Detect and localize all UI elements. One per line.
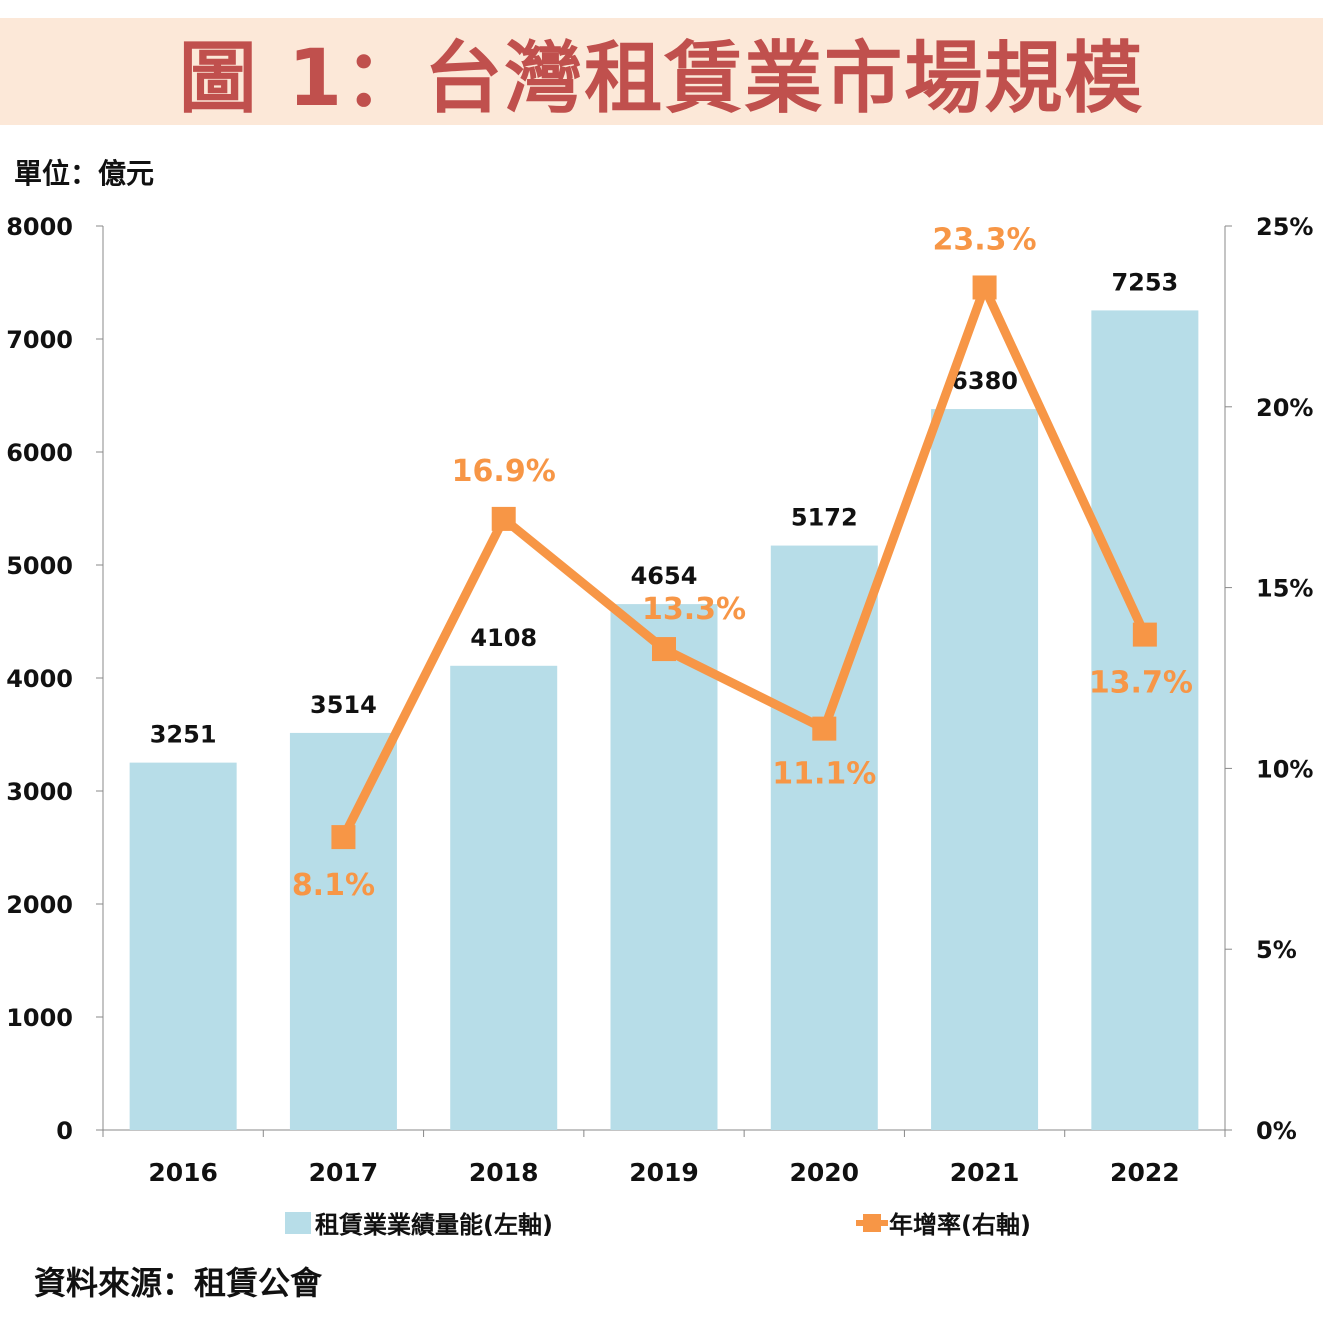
bar-value-label: 3514	[310, 691, 377, 719]
x-tick-label: 2019	[629, 1158, 699, 1187]
left-tick-label: 1000	[6, 1004, 73, 1032]
left-tick-label: 6000	[6, 439, 73, 467]
line-marker	[972, 275, 997, 300]
line-marker	[812, 716, 837, 741]
chart-title: 圖 1：台灣租賃業市場規模	[178, 33, 1145, 124]
bar-value-label: 4108	[470, 624, 537, 652]
growth-label: 8.1%	[292, 868, 375, 903]
left-tick-label: 7000	[6, 326, 73, 354]
x-tick-label: 2022	[1110, 1158, 1180, 1187]
x-tick-label: 2020	[789, 1158, 859, 1187]
legend-bar-swatch	[285, 1212, 311, 1234]
right-tick-label: 5%	[1256, 936, 1297, 964]
left-tick-label: 4000	[6, 665, 73, 693]
x-tick-label: 2016	[148, 1158, 218, 1187]
growth-label: 16.9%	[452, 454, 556, 489]
right-tick-label: 10%	[1256, 755, 1313, 783]
unit-label: 單位：億元	[14, 157, 155, 190]
left-tick-label: 5000	[6, 552, 73, 580]
right-tick-label: 0%	[1256, 1117, 1297, 1145]
legend-line-label: 年增率(右軸)	[889, 1211, 1031, 1239]
left-tick-label: 2000	[6, 891, 73, 919]
bar	[289, 732, 397, 1130]
source-note: 資料來源：租賃公會	[34, 1264, 323, 1302]
bar-value-label: 5172	[791, 504, 858, 532]
left-tick-label: 0	[56, 1117, 73, 1145]
line-marker	[491, 506, 516, 531]
bar	[931, 409, 1039, 1130]
growth-label: 13.3%	[642, 592, 746, 627]
line-marker	[1132, 622, 1157, 647]
right-tick-label: 20%	[1256, 394, 1313, 422]
left-tick-label: 8000	[6, 213, 73, 241]
growth-label: 11.1%	[772, 757, 876, 792]
right-tick-label: 15%	[1256, 575, 1313, 603]
right-tick-label: 25%	[1256, 213, 1313, 241]
growth-label: 13.7%	[1089, 666, 1193, 701]
legend-line-marker	[863, 1214, 881, 1232]
x-tick-label: 2017	[309, 1158, 379, 1187]
legend-bar-label: 租賃業業績量能(左軸)	[315, 1211, 553, 1239]
bar	[610, 604, 718, 1130]
bar	[450, 665, 558, 1130]
growth-line	[339, 282, 1149, 840]
line-marker	[331, 825, 356, 850]
bar-value-label: 7253	[1111, 268, 1178, 296]
growth-label: 23.3%	[933, 222, 1037, 257]
line-marker	[652, 637, 676, 662]
bar-value-label: 6380	[951, 367, 1018, 395]
bar-value-label: 4654	[631, 562, 698, 590]
bar	[1091, 310, 1199, 1130]
left-tick-label: 3000	[6, 778, 73, 806]
title-band: 圖 1：台灣租賃業市場規模	[0, 18, 1323, 125]
bar-value-label: 3251	[150, 721, 217, 749]
bar	[129, 762, 237, 1130]
chart: 0 1000 2000 3000 4000 5000 6000 7000 8000 0% 5% 10%…	[6, 213, 1313, 1239]
x-tick-label: 2018	[469, 1158, 539, 1187]
x-tick-label: 2021	[950, 1158, 1020, 1187]
